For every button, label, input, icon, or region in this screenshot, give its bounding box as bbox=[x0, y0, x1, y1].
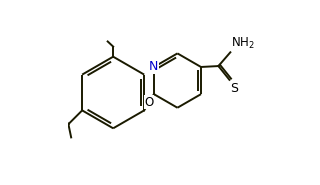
Text: O: O bbox=[144, 96, 154, 109]
Text: S: S bbox=[230, 82, 238, 95]
Text: N: N bbox=[149, 60, 159, 73]
Text: NH$_2$: NH$_2$ bbox=[231, 36, 255, 51]
